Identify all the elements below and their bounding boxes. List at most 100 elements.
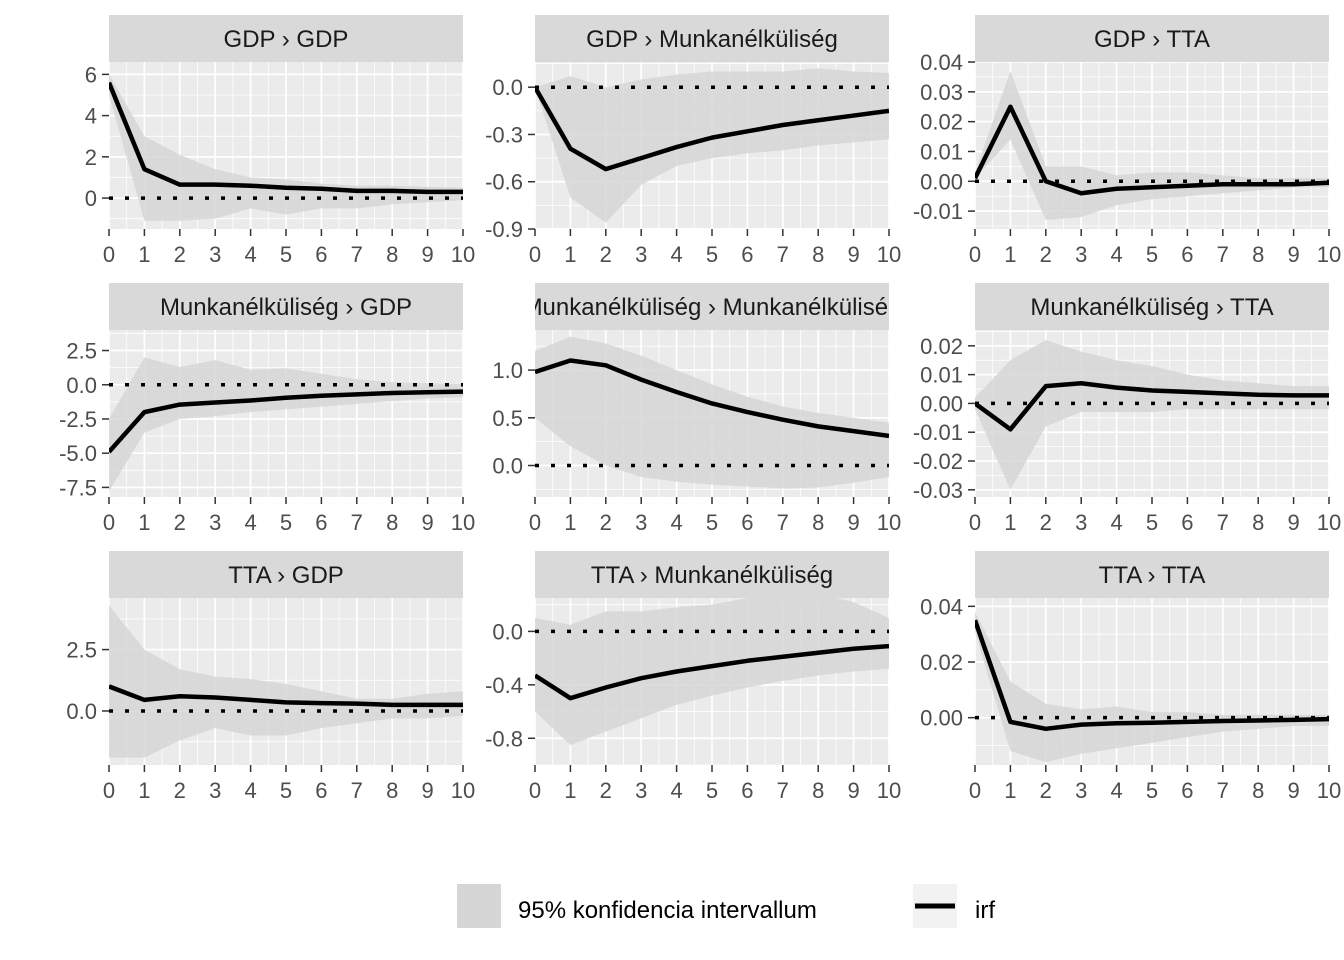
x-tick-label: 5 (280, 510, 292, 535)
x-tick-label: 3 (209, 778, 221, 803)
x-tick-label: 10 (1317, 242, 1341, 267)
x-tick-label: 2 (1040, 510, 1052, 535)
x-tick-label: 9 (1287, 778, 1299, 803)
confidence-band (535, 598, 889, 745)
x-tick-label: 3 (209, 242, 221, 267)
x-tick-label: 6 (315, 778, 327, 803)
facet-strip (975, 15, 1329, 62)
plot-area (535, 68, 889, 223)
x-tick-label: 4 (670, 778, 682, 803)
facet-panel: Munkanélküliség › GDP 0 1 2 3 4 5 6 7 8 9 10 2.5 0.0 -… (59, 283, 475, 535)
x-tick-label: 10 (1317, 510, 1341, 535)
x-tick-label: 3 (209, 510, 221, 535)
y-tick-label: 2 (85, 145, 97, 170)
x-tick-label: 10 (877, 242, 901, 267)
x-tick-label: 4 (1110, 510, 1122, 535)
x-tick-label: 1 (138, 242, 150, 267)
legend-key-ribbon (457, 884, 501, 928)
x-tick-label: 4 (670, 510, 682, 535)
x-tick-label: 6 (1181, 510, 1193, 535)
x-tick-label: 8 (1252, 510, 1264, 535)
facet-title: Munkanélküliség › Munkanélküliség (523, 294, 902, 321)
x-tick-label: 0 (969, 242, 981, 267)
x-tick-label: 7 (777, 510, 789, 535)
x-tick-label: 10 (451, 778, 475, 803)
x-tick-label: 10 (877, 778, 901, 803)
irf-line (109, 684, 463, 708)
x-tick-label: 6 (315, 510, 327, 535)
plot-area (109, 74, 463, 221)
plot-area (535, 598, 889, 745)
x-tick-label: 2 (600, 242, 612, 267)
y-tick-label: -0.01 (913, 199, 963, 224)
y-tick-label: 0.01 (920, 363, 963, 388)
x-tick-label: 4 (244, 510, 256, 535)
x-tick-label: 8 (812, 778, 824, 803)
confidence-band (975, 340, 1329, 490)
confidence-band (109, 357, 463, 492)
x-tick-label: 0 (103, 242, 115, 267)
plot-area (975, 611, 1329, 763)
x-tick-label: 9 (847, 242, 859, 267)
x-tick-label: 9 (421, 242, 433, 267)
y-tick-label: 0.0 (66, 699, 97, 724)
y-tick-label: -0.9 (485, 217, 523, 242)
y-tick-label: 0.00 (920, 706, 963, 731)
x-tick-label: 0 (103, 778, 115, 803)
y-tick-label: -0.3 (485, 122, 523, 147)
irf-line (535, 358, 889, 439)
x-tick-label: 8 (386, 778, 398, 803)
irf-line (975, 381, 1329, 432)
x-tick-label: 6 (1181, 778, 1193, 803)
facet-title: TTA › TTA (1099, 562, 1206, 589)
irf-line (535, 643, 889, 701)
y-tick-label: -5.0 (59, 441, 97, 466)
x-tick-label: 0 (969, 778, 981, 803)
x-tick-label: 1 (1004, 778, 1016, 803)
x-tick-label: 8 (812, 242, 824, 267)
x-tick-label: 2 (174, 242, 186, 267)
facet-title: TTA › Munkanélküliség (591, 562, 833, 589)
y-tick-label: 0.02 (920, 650, 963, 675)
x-tick-label: 0 (103, 510, 115, 535)
facet-strip (109, 283, 463, 330)
y-tick-label: -0.03 (913, 478, 963, 503)
y-tick-label: -0.02 (913, 449, 963, 474)
x-tick-label: 1 (1004, 510, 1016, 535)
y-tick-label: 2.5 (66, 638, 97, 663)
facet-panel: GDP › Munkanélküliség 0 1 2 3 4 5 6 7 8 9 10 0.0 -0.3… (485, 15, 901, 267)
x-tick-label: 5 (706, 778, 718, 803)
y-tick-label: 0.00 (920, 169, 963, 194)
facet-strip (535, 551, 889, 598)
facet-strip (535, 283, 889, 330)
x-tick-label: 7 (351, 242, 363, 267)
y-tick-label: 0.02 (920, 110, 963, 135)
x-tick-label: 1 (138, 510, 150, 535)
x-tick-label: 5 (706, 242, 718, 267)
x-tick-label: 1 (138, 778, 150, 803)
x-tick-label: 5 (280, 778, 292, 803)
y-tick-label: -0.4 (485, 673, 523, 698)
x-tick-label: 4 (1110, 242, 1122, 267)
y-tick-label: 4 (85, 104, 97, 129)
x-tick-label: 0 (529, 242, 541, 267)
x-tick-label: 7 (351, 778, 363, 803)
x-tick-label: 3 (635, 778, 647, 803)
y-tick-label: 0.0 (492, 75, 523, 100)
x-tick-label: 9 (421, 778, 433, 803)
irf-line (975, 104, 1329, 196)
x-tick-label: 0 (529, 510, 541, 535)
y-tick-label: 2.5 (66, 339, 97, 364)
x-tick-label: 10 (451, 242, 475, 267)
x-tick-label: 3 (1075, 510, 1087, 535)
x-tick-label: 5 (280, 242, 292, 267)
facet-title: GDP › GDP (224, 26, 349, 53)
facet-panel: GDP › TTA 0 1 2 3 4 5 6 7 8 9 10 -0.01 0.00 0.01 0.02 0.… (913, 15, 1341, 267)
facet-panel: TTA › GDP 0 1 2 3 4 5 6 7 8 9 10 0.0 2.5 (66, 551, 475, 803)
facet-strip (535, 15, 889, 62)
x-tick-label: 2 (600, 778, 612, 803)
x-tick-label: 5 (706, 510, 718, 535)
y-tick-label: -0.8 (485, 726, 523, 751)
y-tick-label: 0.0 (66, 373, 97, 398)
